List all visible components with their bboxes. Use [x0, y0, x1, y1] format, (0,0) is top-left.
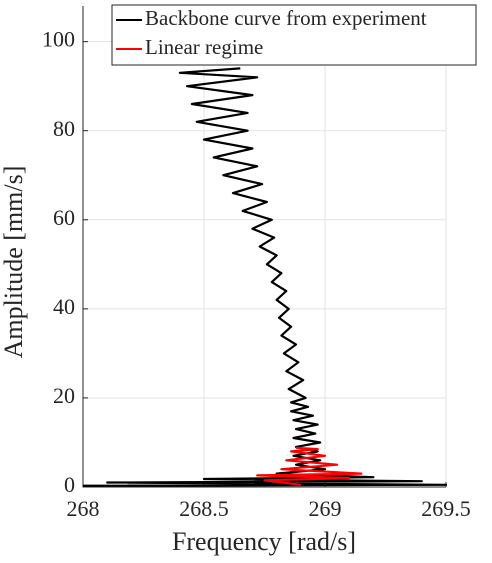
- legend-label: Backbone curve from experiment: [145, 6, 427, 30]
- y-tick-label: 80: [53, 116, 75, 141]
- y-tick-label: 40: [53, 294, 75, 319]
- y-tick-label: 20: [53, 383, 75, 408]
- x-tick-label: 269: [309, 496, 342, 521]
- series-line: [256, 446, 363, 486]
- axes-frame: [82, 6, 446, 488]
- x-tick-label: 268.5: [179, 496, 229, 521]
- y-tick-label: 0: [64, 472, 75, 497]
- legend-box: [111, 4, 477, 66]
- x-tick-label: 268: [67, 496, 100, 521]
- x-axis-label: Frequency [rad/s]: [172, 527, 356, 556]
- y-tick-label: 60: [53, 205, 75, 230]
- series-line: [82, 67, 448, 487]
- y-tick-label: 100: [42, 27, 75, 52]
- y-axis-label: Amplitude [mm/s]: [0, 166, 28, 359]
- legend-label: Linear regime: [145, 35, 263, 59]
- x-tick-label: 269.5: [421, 496, 471, 521]
- legend: Backbone curve from experiment Linear reg…: [111, 4, 477, 66]
